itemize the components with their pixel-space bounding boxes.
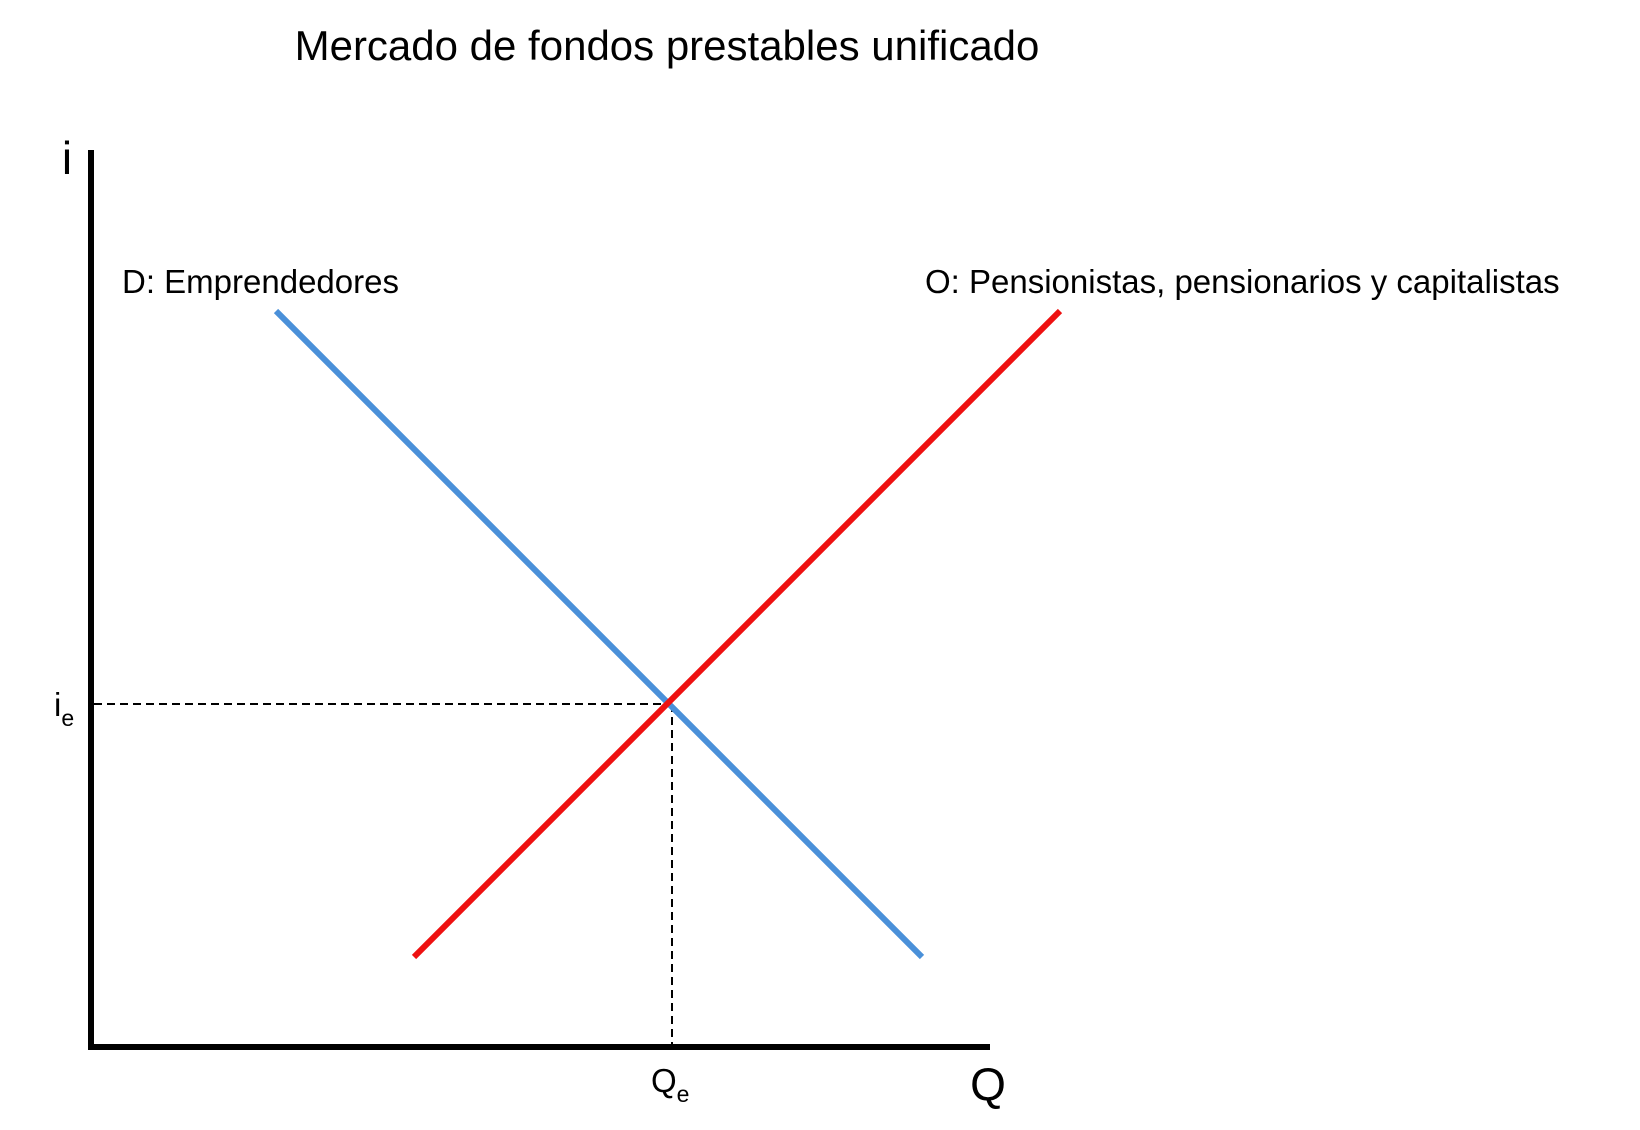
demand-curve-label: D: Emprendedores [122,263,399,300]
equilibrium-quantity-label: Qe [651,1062,689,1107]
equilibrium-rate-base: i [54,686,61,723]
supply-curve [411,308,1063,960]
equilibrium-rate-subscript: e [61,705,74,731]
equilibrium-quantity-subscript: e [677,1081,690,1107]
x-axis-label: Q [970,1058,1006,1110]
equilibrium-quantity-base: Q [651,1062,677,1099]
equilibrium-rate-label: ie [54,686,74,731]
diagram-title: Mercado de fondos prestables unificado [295,22,1040,69]
demand-curve [273,308,925,960]
supply-curve-label: O: Pensionistas, pensionarios y capitali… [925,263,1560,300]
y-axis-label: i [62,132,72,184]
